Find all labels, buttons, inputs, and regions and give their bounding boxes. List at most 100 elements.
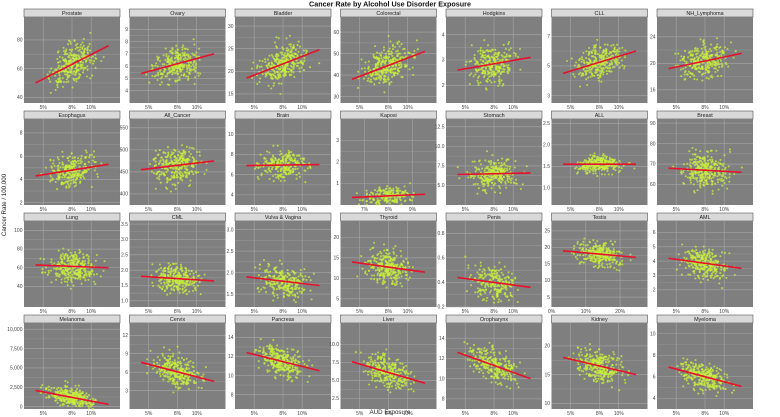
data-point [75,257,78,260]
facet-strip-label: Kaposi [380,113,396,119]
data-point [700,176,703,179]
y-tick-label: 3 [547,93,550,99]
data-point [482,56,485,59]
data-point [702,173,705,176]
data-point [593,45,596,48]
data-point [59,60,62,63]
data-point [186,157,189,161]
data-point [186,58,189,61]
y-tick-label: 8 [231,152,234,158]
data-point [713,174,716,177]
data-point [487,55,490,58]
data-point [61,155,64,158]
data-point [184,167,187,170]
data-point [156,78,159,82]
data-point [396,54,399,58]
data-point [295,64,298,67]
data-point [492,184,495,187]
data-point [481,49,485,52]
data-point [79,181,82,185]
data-point [292,71,295,74]
y-tick-label: 7.5 [438,164,445,170]
data-point [498,82,501,85]
data-point [87,45,90,48]
data-point [169,70,172,73]
data-point [193,82,196,85]
data-point [68,259,71,263]
data-point [587,76,590,79]
data-point [176,287,179,290]
data-point [370,74,374,77]
data-point [501,84,504,87]
data-point [708,61,711,64]
data-point [697,50,700,53]
data-point [705,52,708,56]
data-point [56,272,59,275]
data-point [477,83,480,86]
y-tick-label: 50 [333,51,339,57]
data-point [183,63,186,66]
data-point [694,171,697,174]
data-point [490,187,493,190]
data-point [700,179,704,182]
data-point [501,157,504,160]
data-point [177,54,180,57]
data-point [167,153,170,156]
data-point [690,158,694,161]
data-point [94,66,97,69]
data-point [290,73,293,76]
data-point [604,52,607,56]
data-point [573,64,576,67]
data-point [156,65,159,68]
data-point [602,56,605,59]
data-point [707,50,710,53]
data-point [289,64,292,67]
data-point [192,272,195,275]
data-point [181,54,184,57]
data-point [387,34,390,38]
data-point [503,65,506,68]
data-point [584,71,587,74]
data-point [71,56,74,59]
data-point [681,58,684,61]
data-point [589,153,592,156]
data-point [174,149,177,152]
data-point [490,161,493,164]
data-point [160,76,163,79]
x-tick-label: 8% [385,207,393,213]
data-point [491,170,494,173]
data-point [700,47,703,50]
data-point [155,173,158,176]
data-point [621,46,624,49]
data-point [182,157,185,160]
data-point [175,161,178,164]
data-point [389,53,393,56]
data-point [58,175,61,178]
data-point [503,68,506,71]
data-point [257,177,260,181]
data-point [504,164,507,167]
data-point [74,44,77,47]
data-point [515,182,518,185]
data-point [182,279,185,282]
data-point [397,192,400,195]
data-point [185,280,188,283]
data-point [82,263,85,266]
data-point [598,157,601,160]
data-point [95,57,98,60]
data-point [708,47,712,50]
data-point [710,55,713,58]
data-point [296,44,299,47]
data-point [483,39,486,42]
data-point [396,49,399,52]
data-point [485,80,488,83]
data-point [61,56,64,59]
data-point [501,58,504,61]
data-point [47,271,50,274]
data-point [577,73,581,76]
data-point [696,180,699,183]
data-point [193,158,196,161]
x-tick-label: 5% [145,207,153,213]
facet-strip-label: Breast [697,113,713,119]
data-point [166,60,169,63]
